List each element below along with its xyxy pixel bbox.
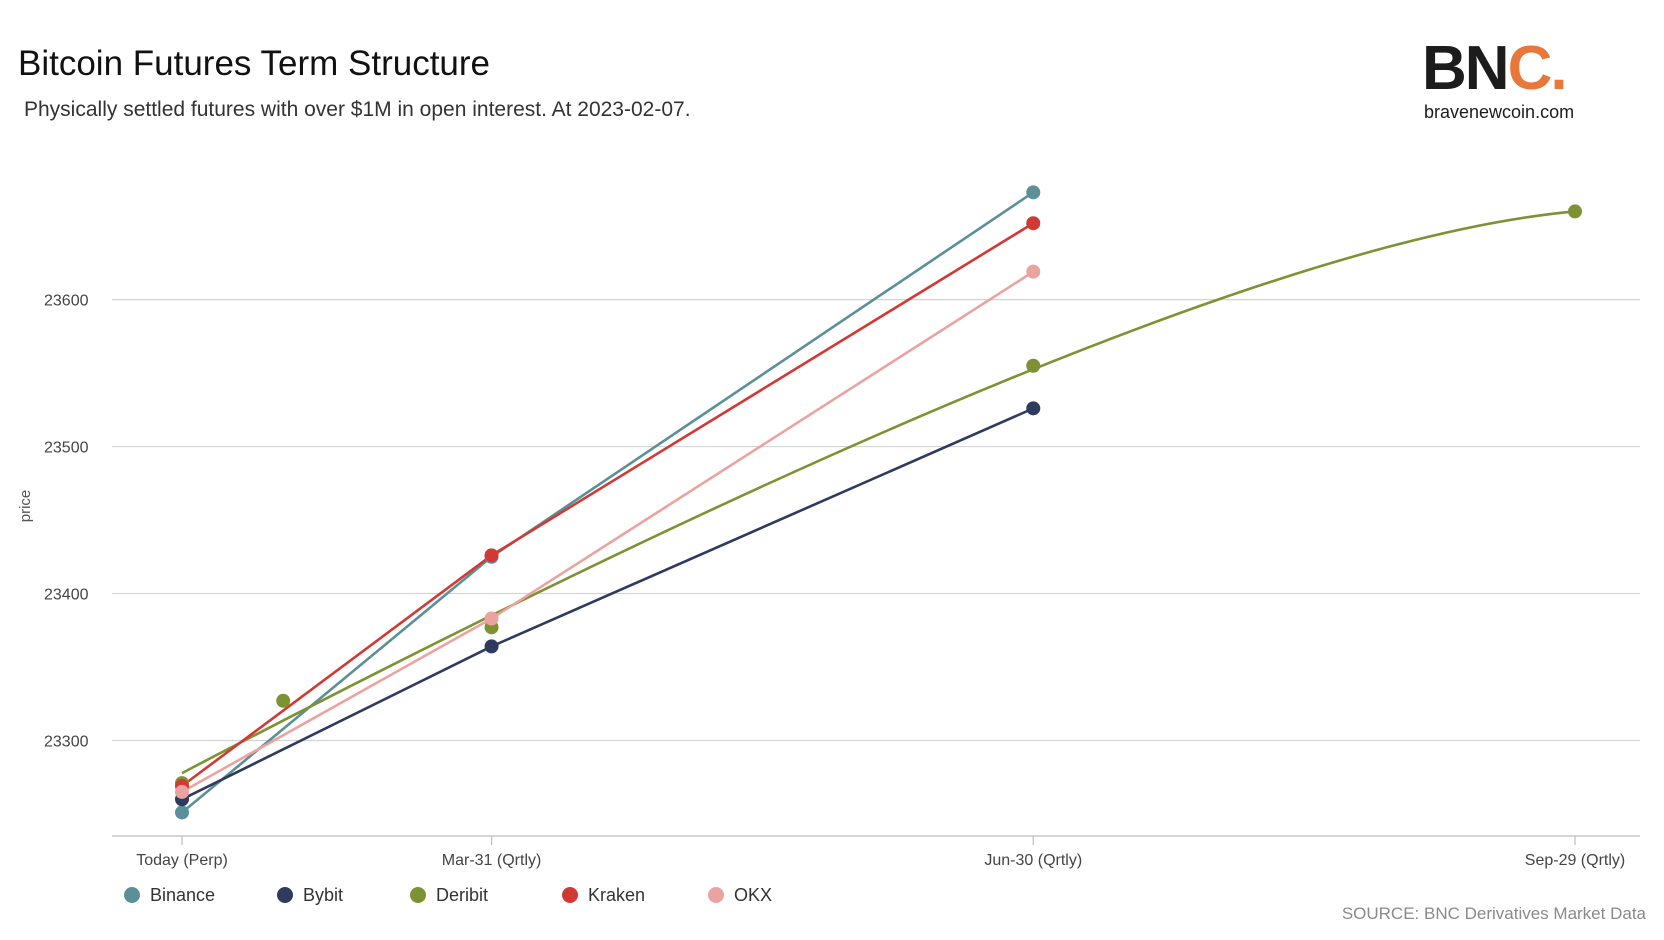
legend-marker (124, 887, 140, 903)
legend-marker (708, 887, 724, 903)
series-line-kraken (181, 222, 1034, 788)
legend-marker (277, 887, 293, 903)
data-point-binance (1026, 185, 1041, 200)
legend-item-okx[interactable]: OKX (708, 885, 772, 905)
legend-item-bybit[interactable]: Bybit (277, 885, 343, 905)
data-point-bybit (484, 639, 499, 654)
logo-url: bravenewcoin.com (1424, 102, 1575, 122)
chart-title: Bitcoin Futures Term Structure (18, 44, 491, 83)
x-tick-label: Sep-29 (Qrtly) (1525, 852, 1625, 869)
y-tick-label: 23600 (44, 293, 89, 310)
series-line-okx (181, 270, 1035, 794)
legend-marker (410, 887, 426, 903)
axis-layer: 23300 23400 23500 23600 Today (Perp) Mar-31 (… (17, 293, 1640, 869)
x-tick-label: Mar-31 (Qrtly) (442, 852, 542, 869)
data-point-kraken (484, 548, 499, 563)
y-tick-label: 23500 (44, 440, 89, 457)
legend-label: OKX (734, 885, 772, 905)
series-layer (175, 185, 1582, 820)
data-point-okx (175, 784, 189, 799)
legend-layer: Binance Bybit Deribit Kraken OKX (124, 885, 772, 905)
legend-label: Deribit (436, 885, 488, 905)
source-note: SOURCE: BNC Derivatives Market Data (1341, 904, 1646, 923)
legend-item-kraken[interactable]: Kraken (562, 885, 645, 905)
logo-mark-main: BN (1422, 34, 1510, 103)
legend-label: Binance (150, 885, 215, 905)
data-point-deribit (1026, 358, 1041, 373)
data-point-okx (1026, 264, 1041, 279)
logo-mark: BNC. (1422, 38, 1602, 100)
legend-marker (562, 887, 578, 903)
x-tick-label: Jun-30 (Qrtly) (984, 852, 1082, 869)
chart-subtitle: Physically settled futures with over $1M… (24, 98, 691, 121)
y-tick-label: 23300 (44, 733, 89, 750)
data-point-binance (175, 805, 189, 820)
logo-mark-accent: C. (1507, 34, 1568, 103)
bnc-logo[interactable]: BNC. bravenewcoin.com (1422, 38, 1602, 134)
data-point-deribit (276, 693, 291, 708)
grid-layer (112, 299, 1640, 742)
y-axis-title: price (17, 490, 34, 523)
legend-item-deribit[interactable]: Deribit (410, 885, 488, 905)
data-point-kraken (1026, 216, 1041, 231)
legend-label: Kraken (588, 885, 645, 905)
legend-label: Bybit (303, 885, 343, 905)
y-tick-label: 23400 (44, 587, 89, 604)
x-tick-label: Today (Perp) (136, 852, 228, 869)
data-point-bybit (1026, 401, 1041, 416)
data-point-okx (484, 611, 499, 626)
legend-item-binance[interactable]: Binance (124, 885, 215, 905)
data-point-deribit (1568, 204, 1582, 219)
